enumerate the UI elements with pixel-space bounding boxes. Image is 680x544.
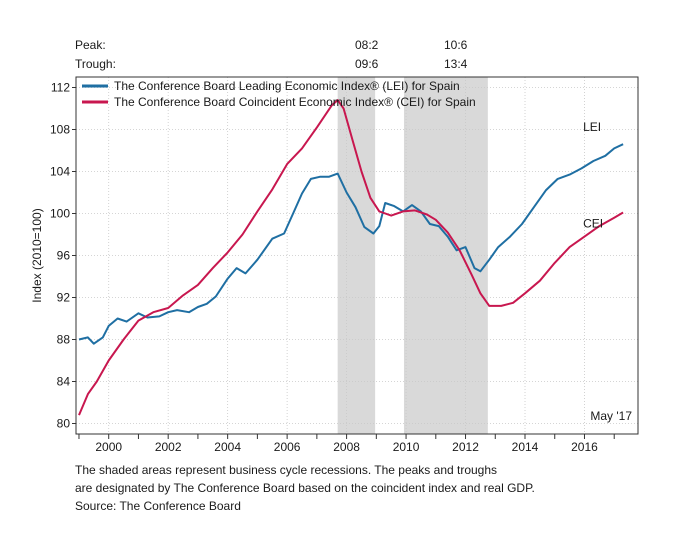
y-tick-label: 88 xyxy=(57,333,71,347)
source-note: Source: The Conference Board xyxy=(75,499,241,513)
y-tick-label: 92 xyxy=(57,291,71,305)
x-tick-label: 2016 xyxy=(571,440,598,454)
legend-label-2: The Conference Board Coincident Economic… xyxy=(114,95,476,109)
y-tick-label: 112 xyxy=(51,81,70,95)
y-tick-label: 96 xyxy=(57,249,71,263)
peak-date-2: 10:6 xyxy=(444,38,468,52)
legend-label-1: The Conference Board Leading Economic In… xyxy=(114,79,460,93)
y-tick-label: 80 xyxy=(57,417,71,431)
trough-label: Trough: xyxy=(75,57,116,71)
x-tick-label: 2008 xyxy=(333,440,360,454)
series-line-2 xyxy=(78,99,624,416)
peak-label: Peak: xyxy=(75,38,106,52)
x-tick-label: 2014 xyxy=(512,440,539,454)
y-tick-label: 108 xyxy=(50,123,70,137)
x-tick-label: 2000 xyxy=(95,440,122,454)
x-tick-label: 2006 xyxy=(274,440,301,454)
series-end-label-1: LEI xyxy=(583,120,601,134)
series-end-label-2: CEI xyxy=(583,216,603,230)
note-line-1: The shaded areas represent business cycl… xyxy=(75,463,498,477)
y-tick-label: 100 xyxy=(50,207,70,221)
peak-date-1: 08:2 xyxy=(355,38,379,52)
plot-frame xyxy=(75,76,639,435)
x-tick-label: 2010 xyxy=(393,440,420,454)
y-tick-label: 104 xyxy=(50,165,70,179)
trough-date-2: 13:4 xyxy=(444,57,468,71)
date-annotation: May '17 xyxy=(590,409,632,423)
trough-date-1: 09:6 xyxy=(355,57,379,71)
y-tick-label: 84 xyxy=(57,375,71,389)
note-line-2: are designated by The Conference Board b… xyxy=(75,481,535,495)
series-line-1 xyxy=(78,143,624,345)
x-tick-label: 2002 xyxy=(155,440,182,454)
x-tick-label: 2012 xyxy=(452,440,479,454)
x-tick-label: 2004 xyxy=(214,440,241,454)
y-axis-label: Index (2010=100) xyxy=(30,208,44,302)
